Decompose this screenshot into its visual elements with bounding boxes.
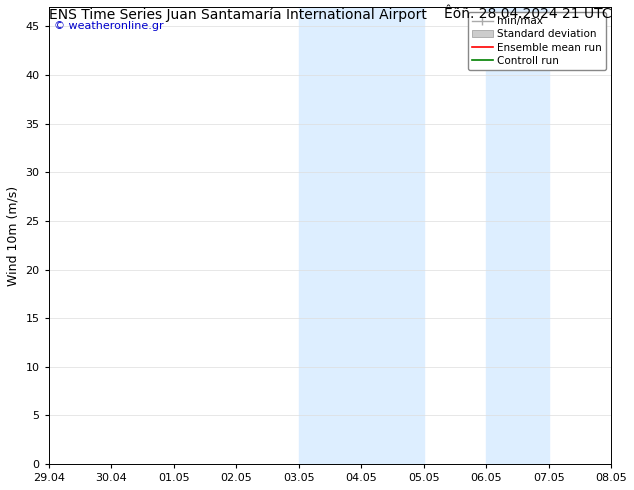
- Bar: [299, 7, 424, 464]
- Legend: min/max, Standard deviation, Ensemble mean run, Controll run: min/max, Standard deviation, Ensemble me…: [468, 12, 606, 70]
- Y-axis label: Wind 10m (m/s): Wind 10m (m/s): [7, 185, 20, 286]
- Text: © weatheronline.gr: © weatheronline.gr: [55, 21, 164, 31]
- Text: ENS Time Series Juan Santamaría International Airport: ENS Time Series Juan Santamaría Internat…: [49, 7, 427, 22]
- Bar: [486, 7, 548, 464]
- Text: Êõñ. 28.04.2024 21 UTC: Êõñ. 28.04.2024 21 UTC: [444, 7, 611, 22]
